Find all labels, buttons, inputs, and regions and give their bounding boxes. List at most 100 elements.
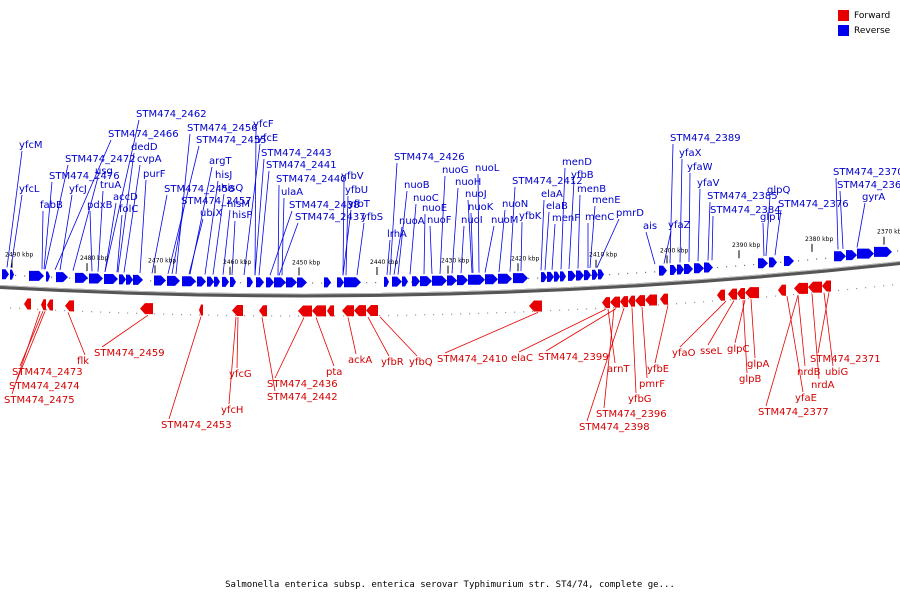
forward-gene-arrow[interactable] (808, 281, 822, 293)
reverse-gene-arrow[interactable] (402, 276, 408, 287)
reverse-gene-arrow[interactable] (197, 276, 206, 287)
reverse-gene-arrow[interactable] (392, 276, 402, 287)
forward-gene-arrow[interactable] (312, 305, 326, 317)
reverse-gene-arrow[interactable] (104, 274, 118, 285)
reverse-gene-arrow[interactable] (541, 272, 547, 283)
forward-gene-arrow[interactable] (366, 305, 378, 317)
reverse-gene-arrow[interactable] (46, 271, 50, 282)
reverse-gene-arrow[interactable] (420, 276, 432, 287)
gene-features[interactable] (2, 246, 892, 317)
reverse-gene-arrow[interactable] (126, 274, 133, 285)
forward-gene-arrow[interactable] (47, 299, 53, 311)
dot-below (685, 302, 687, 304)
forward-gene-arrow[interactable] (660, 293, 668, 305)
forward-gene-arrow[interactable] (822, 280, 831, 292)
reverse-gene-arrow[interactable] (214, 276, 220, 287)
forward-gene-arrow[interactable] (610, 296, 620, 308)
reverse-gene-arrow[interactable] (274, 277, 286, 288)
reverse-gene-arrow[interactable] (337, 277, 344, 288)
reverse-gene-arrow[interactable] (89, 273, 103, 284)
forward-gene-arrow[interactable] (298, 305, 312, 317)
reverse-gene-arrow[interactable] (659, 265, 667, 276)
reverse-gene-arrow[interactable] (834, 251, 846, 262)
forward-gene-arrow[interactable] (635, 295, 645, 307)
forward-gene-arrow[interactable] (717, 289, 725, 301)
reverse-gene-arrow[interactable] (457, 275, 468, 286)
forward-gene-arrow[interactable] (24, 298, 31, 310)
forward-gene-arrow[interactable] (620, 296, 628, 308)
reverse-gene-arrow[interactable] (29, 270, 44, 281)
forward-gene-arrow[interactable] (529, 300, 542, 312)
reverse-gene-arrow[interactable] (554, 271, 560, 282)
reverse-gene-arrow[interactable] (384, 276, 389, 287)
reverse-gene-arrow[interactable] (222, 276, 229, 287)
reverse-gene-arrow[interactable] (513, 273, 528, 284)
forward-gene-arrow[interactable] (41, 299, 46, 311)
reverse-gene-arrow[interactable] (468, 274, 485, 285)
forward-gene-arrow[interactable] (728, 288, 737, 300)
reverse-gene-arrow[interactable] (576, 270, 584, 281)
forward-gene-arrow[interactable] (745, 287, 759, 299)
reverse-gene-arrow[interactable] (412, 276, 420, 287)
reverse-gene-arrow[interactable] (297, 277, 307, 288)
reverse-gene-arrow[interactable] (324, 277, 331, 288)
reverse-gene-arrow[interactable] (2, 269, 9, 280)
reverse-gene-arrow[interactable] (247, 277, 253, 288)
reverse-gene-arrow[interactable] (75, 272, 88, 283)
reverse-gene-arrow[interactable] (10, 269, 14, 280)
forward-gene-arrow[interactable] (342, 305, 354, 317)
reverse-gene-arrow[interactable] (784, 255, 794, 266)
reverse-gene-arrow[interactable] (119, 274, 126, 285)
forward-gene-arrow[interactable] (354, 305, 366, 317)
dot-below (532, 310, 534, 313)
reverse-gene-arrow[interactable] (485, 274, 498, 285)
reverse-gene-arrow[interactable] (266, 277, 274, 288)
reverse-gene-arrow[interactable] (56, 272, 68, 283)
reverse-gene-label: gyrA (862, 192, 885, 203)
reverse-gene-arrow[interactable] (286, 277, 297, 288)
reverse-gene-arrow[interactable] (182, 276, 196, 287)
reverse-gene-arrow[interactable] (568, 270, 576, 281)
forward-gene-arrow[interactable] (628, 295, 635, 307)
reverse-gene-arrow[interactable] (769, 257, 777, 268)
dot-above (87, 278, 89, 280)
reverse-gene-arrow[interactable] (432, 275, 447, 286)
forward-gene-arrow[interactable] (65, 300, 74, 312)
reverse-gene-arrow[interactable] (344, 277, 361, 288)
forward-gene-arrow[interactable] (199, 304, 203, 316)
reverse-gene-arrow[interactable] (874, 246, 892, 257)
reverse-gene-arrow[interactable] (560, 271, 566, 282)
reverse-gene-arrow[interactable] (230, 276, 236, 287)
reverse-gene-arrow[interactable] (207, 276, 214, 287)
reverse-gene-arrow[interactable] (447, 275, 457, 286)
reverse-gene-arrow[interactable] (133, 274, 143, 285)
reverse-gene-arrow[interactable] (154, 275, 166, 286)
forward-gene-arrow[interactable] (602, 297, 610, 309)
reverse-gene-arrow[interactable] (592, 269, 598, 280)
dot-below (109, 311, 111, 313)
forward-gene-arrow[interactable] (794, 282, 808, 294)
forward-gene-arrow[interactable] (778, 284, 786, 296)
reverse-gene-arrow[interactable] (684, 263, 693, 274)
coordinate-tick-label: 2400 kbp (660, 247, 688, 254)
forward-gene-arrow[interactable] (259, 305, 267, 317)
reverse-gene-arrow[interactable] (584, 270, 591, 281)
reverse-gene-arrow[interactable] (846, 250, 857, 261)
forward-gene-arrow[interactable] (645, 294, 657, 306)
reverse-gene-arrow[interactable] (694, 263, 704, 274)
forward-gene-arrow[interactable] (140, 303, 153, 315)
reverse-gene-arrow[interactable] (677, 264, 684, 275)
dot-below (235, 315, 237, 317)
forward-gene-arrow[interactable] (232, 305, 243, 317)
reverse-gene-arrow[interactable] (167, 275, 180, 286)
reverse-gene-arrow[interactable] (758, 258, 768, 269)
reverse-gene-arrow[interactable] (704, 262, 713, 273)
reverse-gene-arrow[interactable] (670, 264, 677, 275)
reverse-gene-arrow[interactable] (498, 273, 512, 284)
reverse-gene-arrow[interactable] (857, 248, 874, 259)
reverse-gene-arrow[interactable] (598, 269, 604, 280)
reverse-gene-arrow[interactable] (547, 271, 554, 282)
forward-gene-arrow[interactable] (327, 305, 334, 317)
reverse-gene-arrow[interactable] (256, 277, 264, 288)
forward-gene-arrow[interactable] (737, 288, 745, 300)
